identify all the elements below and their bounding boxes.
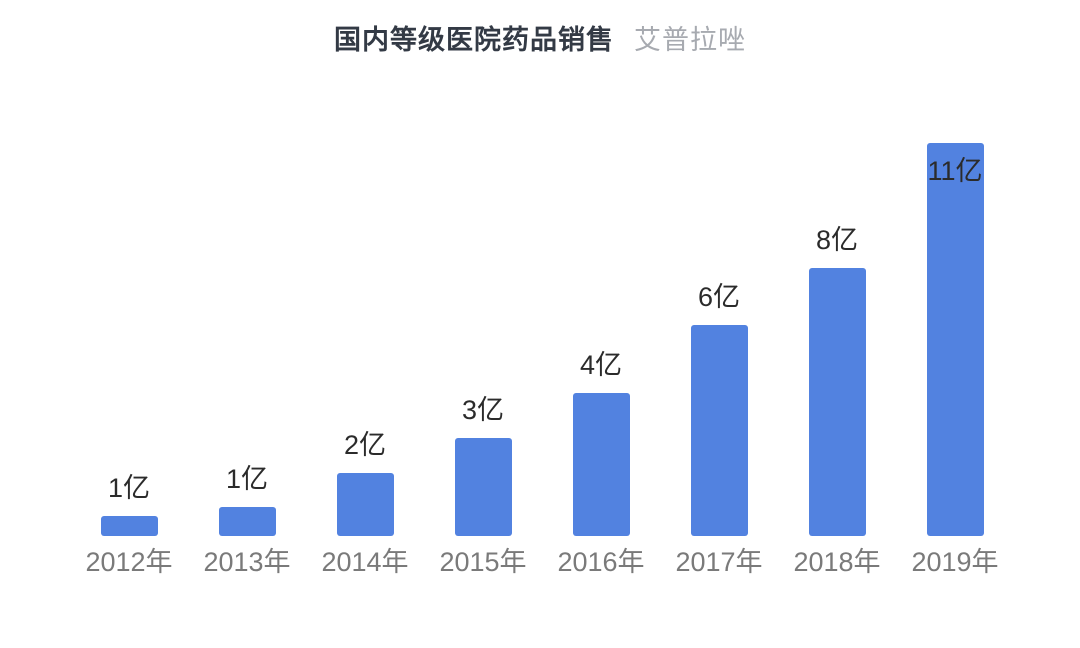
bar [218, 507, 276, 536]
bar-column: 1亿 [70, 473, 188, 536]
bar [100, 516, 158, 536]
bar-value-label: 6亿 [697, 282, 741, 312]
bar-column: 8亿 [778, 225, 896, 536]
x-axis-label: 2013年 [203, 547, 291, 577]
x-axis-label: 2018年 [793, 547, 881, 577]
bar-column: 4亿 [542, 350, 660, 536]
bar-value-label: 2亿 [343, 430, 387, 460]
x-axis-label: 2016年 [557, 547, 645, 577]
bar-column: 1亿 [188, 464, 306, 536]
x-axis-label: 2017年 [675, 547, 763, 577]
bar-value-label: 1亿 [225, 464, 269, 494]
chart-title-sub: 艾普拉唑 [634, 25, 746, 55]
bar [336, 473, 394, 536]
x-axis-label: 2019年 [911, 547, 999, 577]
bar-column: 3亿 [424, 395, 542, 536]
bar [926, 143, 984, 536]
bar-value-label: 3亿 [461, 395, 505, 425]
bar-column: 11亿 [896, 143, 1014, 536]
bar [572, 393, 630, 536]
x-axis-label: 2012年 [85, 547, 173, 577]
x-axis: 2012年 2013年 2014年 2015年 2016年 2017年 2018年 2019年 [70, 546, 1014, 578]
bar-value-label: 11亿 [927, 156, 983, 186]
x-axis-label: 2015年 [439, 547, 527, 577]
bar [690, 325, 748, 536]
bar-value-label: 8亿 [815, 225, 859, 255]
plot-area: 1亿 1亿 2亿 3亿 4亿 6亿 8亿 11亿 [70, 143, 1014, 536]
bar [808, 268, 866, 536]
x-axis-label: 2014年 [321, 547, 409, 577]
bar-column: 6亿 [660, 282, 778, 536]
bar-column: 2亿 [306, 430, 424, 536]
bar [454, 438, 512, 536]
chart-title-main: 国内等级医院药品销售 [334, 25, 614, 55]
chart-title: 国内等级医院药品销售 艾普拉唑 [0, 24, 1080, 56]
bar-value-label: 4亿 [579, 350, 623, 380]
bar-value-label: 1亿 [107, 473, 151, 503]
